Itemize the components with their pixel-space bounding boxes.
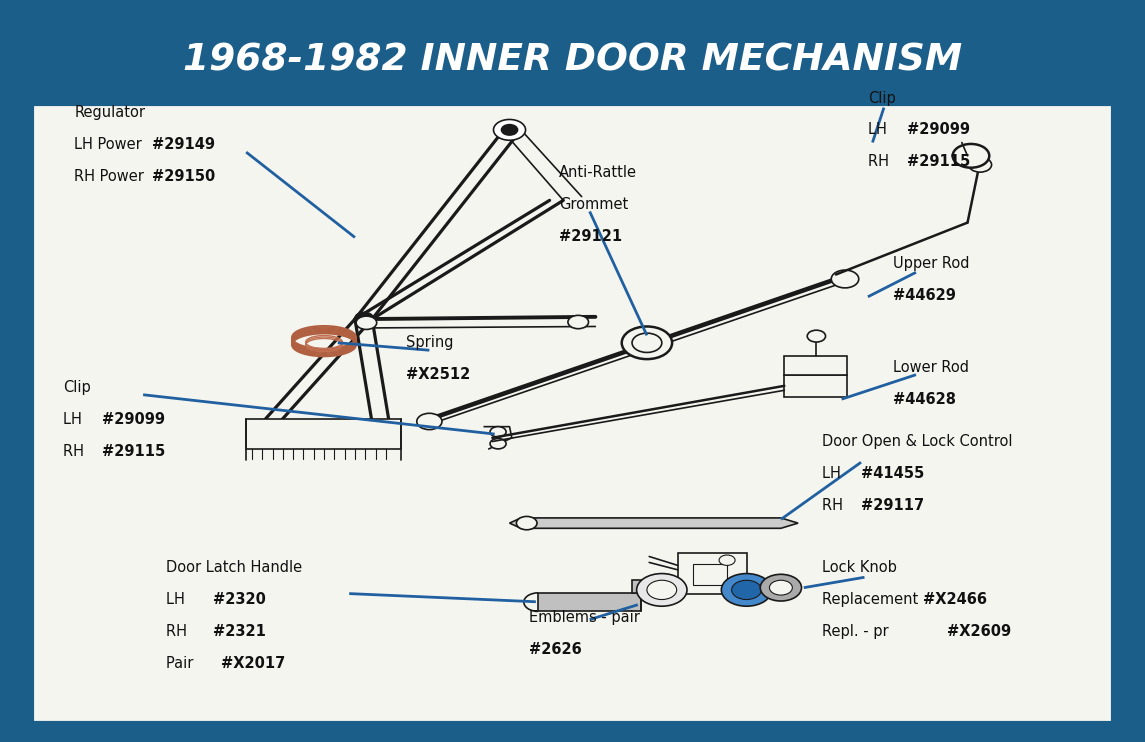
Circle shape bbox=[721, 574, 772, 606]
Bar bbox=[784, 356, 847, 375]
Text: #29115: #29115 bbox=[907, 154, 970, 169]
Text: Upper Rod: Upper Rod bbox=[893, 256, 970, 271]
Text: RH: RH bbox=[63, 444, 97, 459]
Text: RH: RH bbox=[868, 154, 902, 169]
Circle shape bbox=[355, 312, 373, 324]
Text: #29117: #29117 bbox=[861, 498, 924, 513]
Text: LH Power: LH Power bbox=[74, 137, 151, 152]
Text: #2320: #2320 bbox=[213, 592, 266, 607]
Text: 1968-1982 INNER DOOR MECHANISM: 1968-1982 INNER DOOR MECHANISM bbox=[183, 43, 962, 79]
Text: Pair: Pair bbox=[166, 656, 207, 671]
Circle shape bbox=[493, 119, 526, 140]
Text: LH: LH bbox=[166, 592, 204, 607]
Text: #29150: #29150 bbox=[152, 169, 215, 184]
Text: Grommet: Grommet bbox=[559, 197, 627, 211]
Circle shape bbox=[356, 316, 377, 329]
Circle shape bbox=[647, 580, 677, 600]
Circle shape bbox=[490, 427, 506, 437]
Text: RH Power: RH Power bbox=[74, 169, 153, 184]
Circle shape bbox=[953, 144, 989, 168]
Text: #X2017: #X2017 bbox=[221, 656, 285, 671]
Text: #44628: #44628 bbox=[893, 392, 956, 407]
Text: LH: LH bbox=[63, 412, 96, 427]
Bar bbox=[246, 419, 401, 449]
Text: Clip: Clip bbox=[63, 380, 90, 395]
Text: Spring: Spring bbox=[406, 335, 453, 350]
Text: #X2609: #X2609 bbox=[947, 624, 1011, 639]
Text: #41455: #41455 bbox=[861, 466, 924, 481]
Circle shape bbox=[831, 270, 859, 288]
FancyBboxPatch shape bbox=[32, 19, 1113, 102]
Text: #29115: #29115 bbox=[102, 444, 165, 459]
Circle shape bbox=[490, 439, 506, 449]
Text: #29099: #29099 bbox=[102, 412, 165, 427]
Text: Anti-Rattle: Anti-Rattle bbox=[559, 165, 637, 180]
Circle shape bbox=[568, 315, 589, 329]
Polygon shape bbox=[510, 518, 798, 528]
Text: Emblems - pair: Emblems - pair bbox=[529, 610, 640, 625]
Circle shape bbox=[760, 574, 802, 601]
Text: Repl. - pr: Repl. - pr bbox=[822, 624, 916, 639]
Circle shape bbox=[622, 326, 672, 359]
Text: #29121: #29121 bbox=[559, 229, 622, 243]
Bar bbox=[784, 375, 847, 397]
Circle shape bbox=[769, 580, 792, 595]
Text: #44629: #44629 bbox=[893, 288, 956, 303]
FancyBboxPatch shape bbox=[32, 104, 1113, 723]
Text: Lock Knob: Lock Knob bbox=[822, 560, 897, 575]
Text: LH: LH bbox=[868, 122, 901, 137]
Text: Lower Rod: Lower Rod bbox=[893, 360, 969, 375]
Circle shape bbox=[637, 574, 687, 606]
Circle shape bbox=[502, 125, 518, 135]
Text: Replacement: Replacement bbox=[822, 592, 927, 607]
Text: Clip: Clip bbox=[868, 91, 895, 105]
Text: #X2466: #X2466 bbox=[923, 592, 987, 607]
Circle shape bbox=[632, 333, 662, 352]
Text: #2626: #2626 bbox=[529, 642, 582, 657]
Text: Door Open & Lock Control: Door Open & Lock Control bbox=[822, 434, 1012, 449]
Text: #29099: #29099 bbox=[907, 122, 970, 137]
Circle shape bbox=[719, 555, 735, 565]
Bar bbox=[538, 593, 641, 611]
Circle shape bbox=[969, 157, 992, 172]
Circle shape bbox=[807, 330, 826, 342]
Bar bbox=[678, 553, 747, 594]
Text: Regulator: Regulator bbox=[74, 105, 145, 120]
Text: Door Latch Handle: Door Latch Handle bbox=[166, 560, 302, 575]
Circle shape bbox=[417, 413, 442, 430]
Circle shape bbox=[732, 580, 761, 600]
Text: RH: RH bbox=[166, 624, 205, 639]
Text: #X2512: #X2512 bbox=[406, 367, 471, 382]
Text: RH: RH bbox=[822, 498, 856, 513]
Bar bbox=[632, 580, 666, 593]
Text: #29149: #29149 bbox=[152, 137, 215, 152]
Circle shape bbox=[516, 516, 537, 530]
Text: LH: LH bbox=[822, 466, 855, 481]
Text: #2321: #2321 bbox=[213, 624, 266, 639]
Bar bbox=[693, 564, 727, 585]
